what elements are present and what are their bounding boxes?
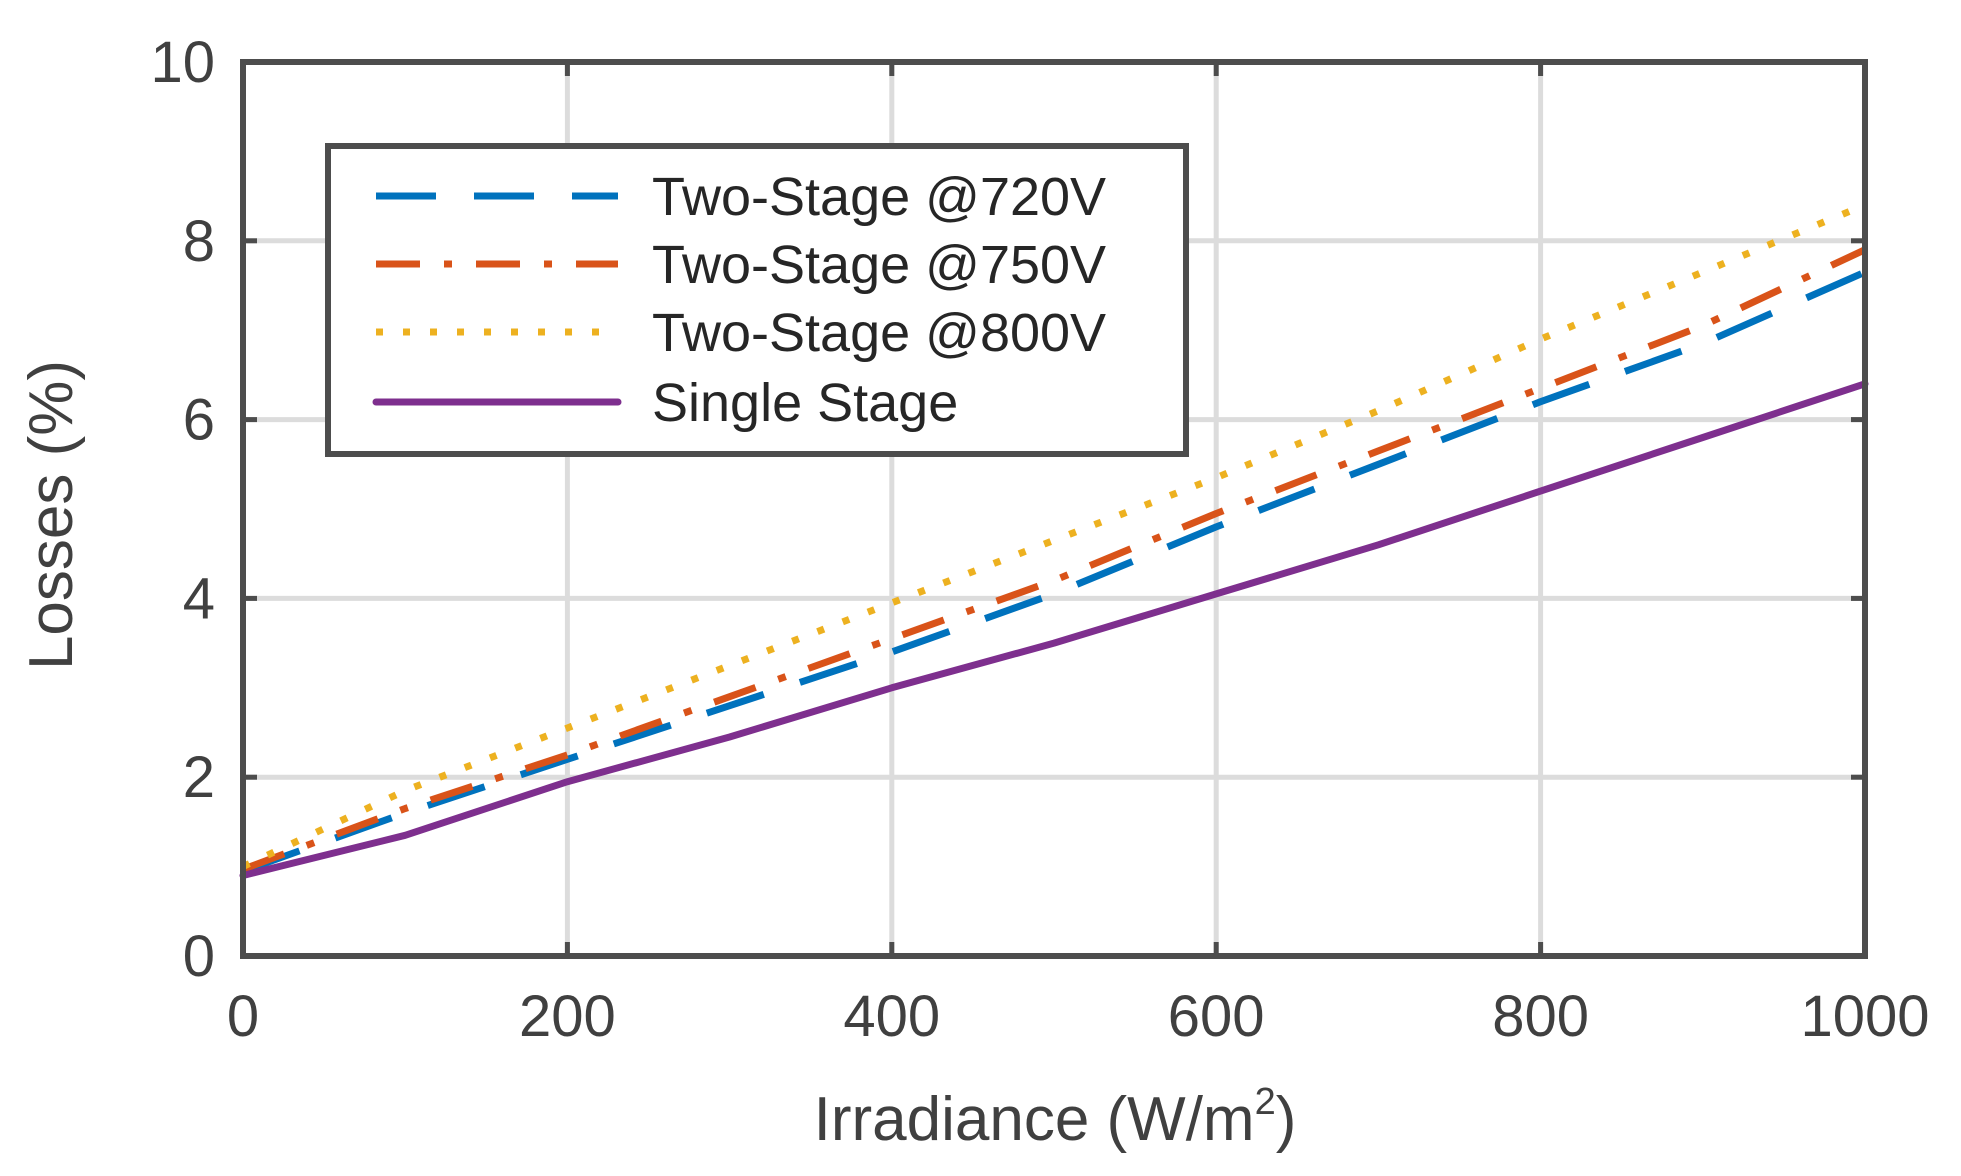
x-tick-label: 200 [519,984,616,1049]
legend-label-2: Two-Stage @800V [652,303,1106,363]
y-tick-label: 2 [183,745,215,810]
x-tick-label: 600 [1168,984,1265,1049]
x-tick-label: 800 [1492,984,1589,1049]
legend: Two-Stage @720V Two-Stage @750V Two-Stage … [325,143,1189,457]
legend-label-0: Two-Stage @720V [652,167,1106,227]
legend-items: Two-Stage @720V Two-Stage @750V Two-Stage … [372,167,1106,433]
y-axis-title: Losses (%) [17,360,86,670]
x-tick-label: 0 [227,984,259,1049]
series-line-2 [241,201,1867,870]
axis-ticks: 0 200 400 600 800 1000 0 2 4 6 8 10 [150,30,1929,1049]
x-axis-title-close: ) [1276,1085,1297,1154]
y-tick-label: 8 [183,209,215,274]
x-axis-title-main: Irradiance (W/m [814,1085,1255,1154]
series-line-1 [241,246,1867,873]
x-tick-label: 1000 [1800,984,1929,1049]
x-tick-label: 400 [843,984,940,1049]
x-axis-title: Irradiance (W/m2) [814,1081,1297,1154]
plot-area-frame [240,59,1868,959]
legend-label-1: Two-Stage @750V [652,235,1106,295]
series-line-3 [239,380,1869,879]
legend-label-3: Single Stage [652,373,958,433]
x-axis-title-superscript: 2 [1255,1081,1276,1123]
y-tick-label: 4 [183,566,215,631]
y-tick-label: 10 [150,30,215,95]
y-tick-label: 0 [183,924,215,989]
y-tick-label: 6 [183,388,215,453]
series-lines [239,201,1869,879]
